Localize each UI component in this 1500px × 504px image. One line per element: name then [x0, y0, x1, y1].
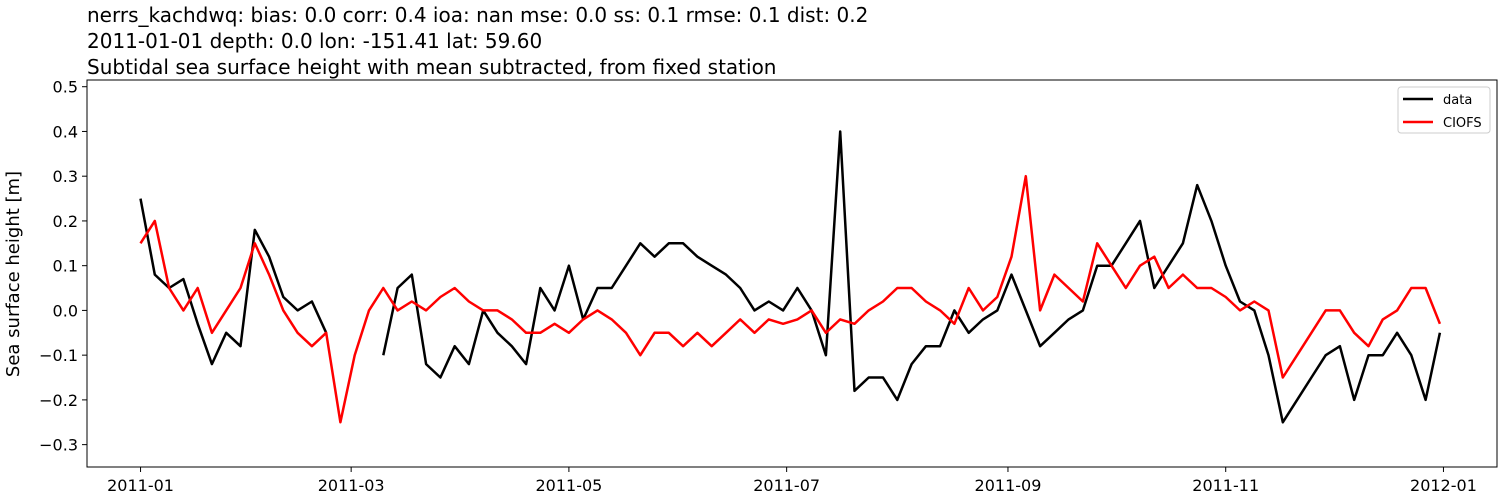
plot-frame — [86, 79, 1498, 468]
title-line-1: nerrs_kachdwq: bias: 0.0 corr: 0.4 ioa: … — [87, 3, 868, 27]
y-tick-label: 0.0 — [53, 301, 78, 320]
y-tick-label: −0.2 — [39, 391, 78, 410]
x-tick-label: 2011-03 — [318, 476, 385, 495]
y-tick-label: 0.5 — [53, 78, 78, 97]
x-tick-label: 2012-01 — [1410, 476, 1477, 495]
title-line-2: 2011-01-01 depth: 0.0 lon: -151.41 lat: … — [87, 29, 542, 53]
series-line-ciofs — [139, 174, 1442, 424]
x-tick-label: 2011-09 — [975, 476, 1042, 495]
y-tick-label: 0.4 — [53, 122, 78, 141]
legend-label-data: data — [1443, 93, 1472, 108]
y-tick-label: −0.1 — [39, 346, 78, 365]
legend-label-ciofs: CIOFS — [1443, 116, 1482, 131]
x-tick-label: 2011-11 — [1192, 476, 1259, 495]
y-tick-label: −0.3 — [39, 436, 78, 455]
series-line-data — [139, 130, 1442, 424]
x-tick-label: 2011-07 — [753, 476, 820, 495]
y-tick-label: 0.2 — [53, 212, 78, 231]
x-tick-label: 2011-01 — [107, 476, 174, 495]
y-axis-label: Sea surface height [m] — [3, 171, 24, 377]
title-line-3: Subtidal sea surface height with mean su… — [87, 55, 776, 79]
x-tick-label: 2011-05 — [535, 476, 602, 495]
legend: data CIOFS — [1397, 86, 1491, 134]
y-tick-label: 0.1 — [53, 257, 78, 276]
y-tick-label: 0.3 — [53, 167, 78, 186]
